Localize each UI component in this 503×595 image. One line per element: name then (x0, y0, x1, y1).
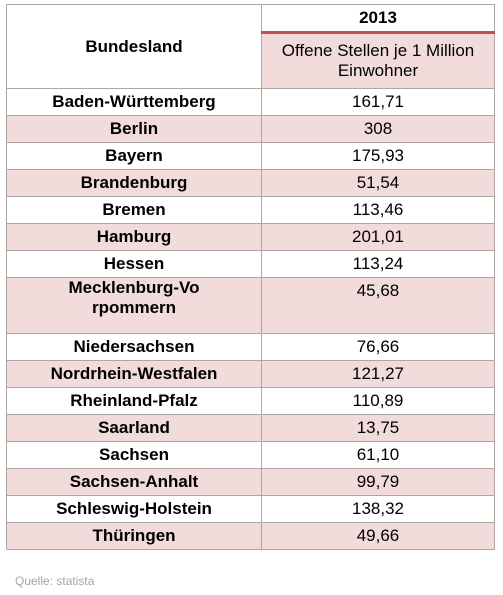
value-cell: 61,10 (261, 441, 495, 469)
table-row: Berlin 308 (6, 115, 495, 143)
value-cell: 121,27 (261, 360, 495, 388)
table-row: Baden-Württemberg 161,71 (6, 88, 495, 116)
table-row: Rheinland-Pfalz 110,89 (6, 387, 495, 415)
table-row: Hamburg 201,01 (6, 223, 495, 251)
value-cell: 99,79 (261, 468, 495, 496)
table-header-subrow: Offene Stellen je 1 Million Einwohner (7, 32, 495, 89)
value-cell: 113,24 (261, 250, 495, 278)
state-cell: Sachsen (6, 441, 262, 469)
value-cell: 110,89 (261, 387, 495, 415)
state-cell: Niedersachsen (6, 333, 262, 361)
value-cell: 201,01 (261, 223, 495, 251)
state-cell: Bremen (6, 196, 262, 224)
state-cell: Hamburg (6, 223, 262, 251)
header-year: 2013 (261, 4, 495, 34)
state-cell: Hessen (6, 250, 262, 278)
table-row: Hessen 113,24 (6, 250, 495, 278)
state-cell: Brandenburg (6, 169, 262, 197)
state-cell: Saarland (6, 414, 262, 442)
state-cell: Rheinland-Pfalz (6, 387, 262, 415)
state-cell: Baden-Württemberg (6, 88, 262, 116)
table-row: Sachsen 61,10 (6, 441, 495, 469)
table-row: Schleswig-Holstein 138,32 (6, 495, 495, 523)
table-row: Saarland 13,75 (6, 414, 495, 442)
state-cell: Bayern (6, 142, 262, 170)
value-cell: 308 (261, 115, 495, 143)
state-cell: Berlin (6, 115, 262, 143)
state-cell: Schleswig-Holstein (6, 495, 262, 523)
table-row: Sachsen-Anhalt 99,79 (6, 468, 495, 496)
value-cell: 51,54 (261, 169, 495, 197)
value-cell: 138,32 (261, 495, 495, 523)
vacancies-table: Bundesland 2013 Offene Stellen je 1 Mill… (6, 4, 495, 550)
value-cell: 113,46 (261, 196, 495, 224)
state-cell: Sachsen-Anhalt (6, 468, 262, 496)
header-state: Bundesland (6, 4, 262, 89)
value-cell: 161,71 (261, 88, 495, 116)
table-row: Brandenburg 51,54 (6, 169, 495, 197)
table-row: Niedersachsen 76,66 (6, 333, 495, 361)
value-cell: 13,75 (261, 414, 495, 442)
state-cell: Mecklenburg-Vorpommern (6, 277, 262, 334)
table-row: Bremen 113,46 (6, 196, 495, 224)
value-cell: 76,66 (261, 333, 495, 361)
header-metric: Offene Stellen je 1 Million Einwohner (261, 32, 495, 89)
state-cell: Nordrhein-Westfalen (6, 360, 262, 388)
value-cell: 175,93 (261, 142, 495, 170)
value-cell: 49,66 (261, 522, 495, 550)
table-row: Bayern 175,93 (6, 142, 495, 170)
table-row: Thüringen 49,66 (6, 522, 495, 550)
table-row: Nordrhein-Westfalen 121,27 (6, 360, 495, 388)
value-cell: 45,68 (261, 277, 495, 334)
table-header-row: Bundesland 2013 (6, 4, 495, 89)
source-note: Quelle: statista (15, 574, 95, 588)
table-row: Mecklenburg-Vorpommern 45,68 (6, 277, 495, 334)
state-cell: Thüringen (6, 522, 262, 550)
